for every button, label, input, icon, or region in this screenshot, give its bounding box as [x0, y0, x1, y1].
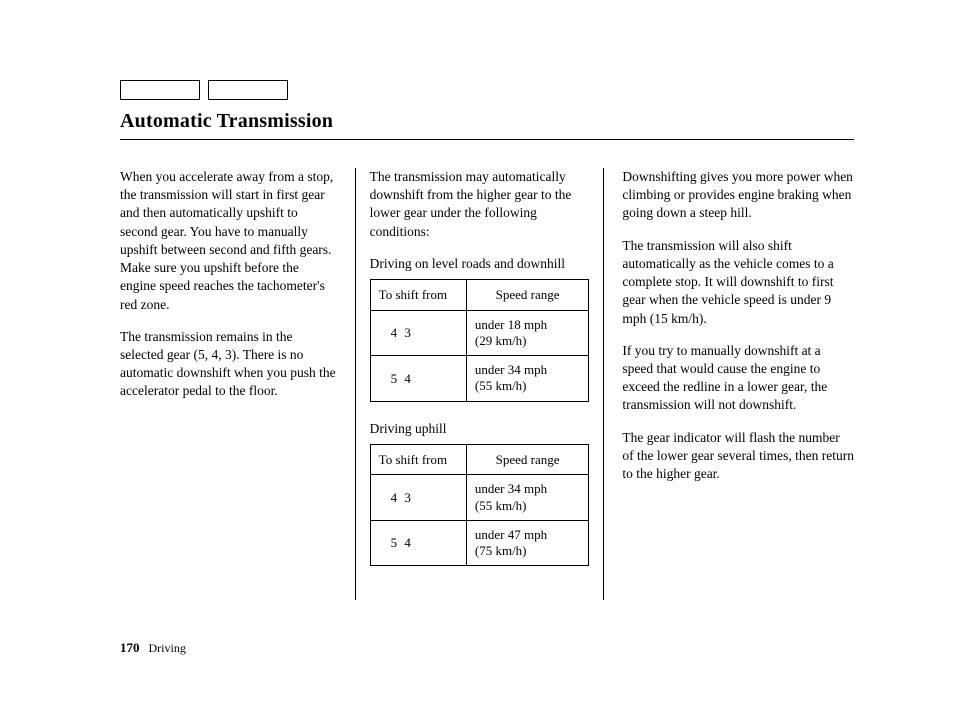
th-to-shift-from: To shift from: [370, 280, 466, 311]
table-header-row: To shift from Speed range: [370, 444, 589, 475]
cell-from: 4 3: [370, 475, 466, 521]
right-para-1: Downshifting gives you more power when c…: [622, 168, 854, 223]
header-index-boxes: [120, 80, 854, 100]
right-para-2: The transmission will also shift automat…: [622, 237, 854, 328]
header-box-2: [208, 80, 288, 100]
right-para-4: The gear indicator will flash the number…: [622, 429, 854, 484]
column-right: Downshifting gives you more power when c…: [604, 168, 854, 600]
cell-range: under 47 mph (75 km/h): [466, 520, 588, 566]
cell-range: under 34 mph (55 km/h): [466, 356, 588, 402]
left-para-1: When you accelerate away from a stop, th…: [120, 168, 337, 314]
range-line-2: (55 km/h): [475, 498, 527, 513]
th-speed-range: Speed range: [466, 444, 588, 475]
range-line-1: under 34 mph: [475, 362, 547, 377]
table-row: 4 3 under 18 mph (29 km/h): [370, 310, 589, 356]
th-speed-range: Speed range: [466, 280, 588, 311]
column-middle: The transmission may automatically downs…: [355, 168, 605, 600]
cell-from: 5 4: [370, 520, 466, 566]
table-row: 5 4 under 47 mph (75 km/h): [370, 520, 589, 566]
column-left: When you accelerate away from a stop, th…: [120, 168, 355, 600]
range-line-2: (29 km/h): [475, 333, 527, 348]
left-para-2: The transmission remains in the selected…: [120, 328, 337, 401]
table2-caption: Driving uphill: [370, 420, 590, 438]
th-to-shift-from: To shift from: [370, 444, 466, 475]
range-line-2: (75 km/h): [475, 543, 527, 558]
table-row: 5 4 under 34 mph (55 km/h): [370, 356, 589, 402]
range-line-1: under 34 mph: [475, 481, 547, 496]
title-rule: [120, 139, 854, 140]
cell-range: under 34 mph (55 km/h): [466, 475, 588, 521]
cell-from: 4 3: [370, 310, 466, 356]
table-row: 4 3 under 34 mph (55 km/h): [370, 475, 589, 521]
header-box-1: [120, 80, 200, 100]
page-footer: 170 Driving: [120, 640, 186, 656]
right-para-3: If you try to manually downshift at a sp…: [622, 342, 854, 415]
range-line-1: under 18 mph: [475, 317, 547, 332]
range-line-1: under 47 mph: [475, 527, 547, 542]
section-name: Driving: [149, 641, 186, 655]
downshift-table-level: To shift from Speed range 4 3 under 18 m…: [370, 279, 590, 402]
cell-range: under 18 mph (29 km/h): [466, 310, 588, 356]
table1-caption: Driving on level roads and downhill: [370, 255, 590, 273]
mid-intro: The transmission may automatically downs…: [370, 168, 590, 241]
content-columns: When you accelerate away from a stop, th…: [120, 168, 854, 600]
page-title: Automatic Transmission: [120, 110, 854, 133]
range-line-2: (55 km/h): [475, 378, 527, 393]
downshift-table-uphill: To shift from Speed range 4 3 under 34 m…: [370, 444, 590, 567]
page-number: 170: [120, 640, 140, 655]
table-header-row: To shift from Speed range: [370, 280, 589, 311]
cell-from: 5 4: [370, 356, 466, 402]
